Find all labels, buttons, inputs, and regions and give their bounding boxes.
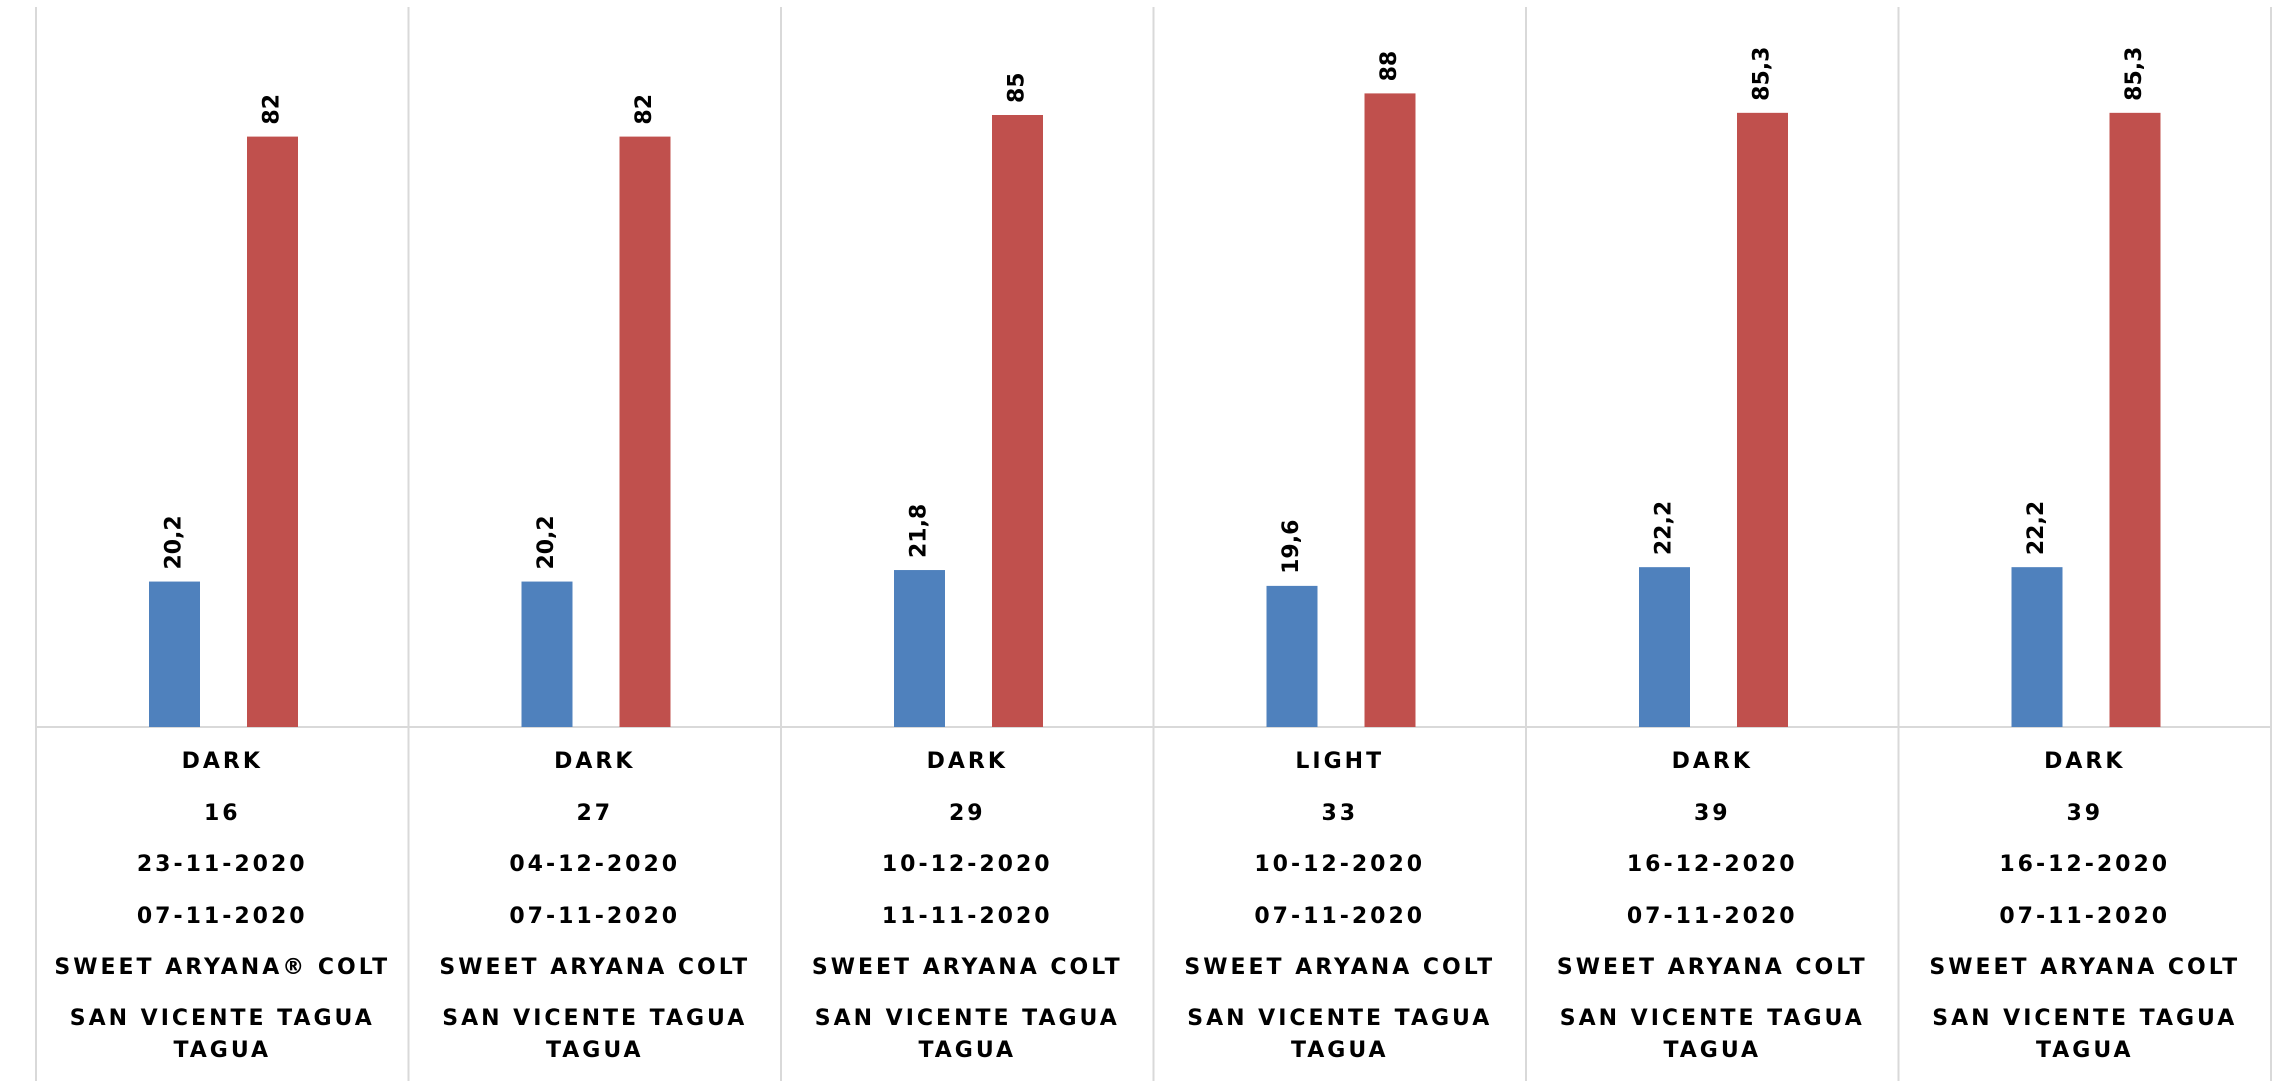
category-label: 16-12-2020 [1626,852,1798,877]
category-label: SAN VICENTE TAGUA TAGUA [1932,1006,2238,1063]
value-label: 82 [632,94,657,125]
category-label: 39 [2066,801,2104,826]
bar [2011,567,2063,727]
bar [2109,112,2161,728]
category-label: 16 [203,801,241,826]
category-label: SWEET ARYANA COLT [1184,955,1496,980]
category-label: SWEET ARYANA COLT [1929,955,2241,980]
category-label: 16-12-2020 [1999,852,2171,877]
category-label: LIGHT [1295,749,1385,774]
value-label: 82 [260,94,285,125]
category-label: SAN VICENTE TAGUA TAGUA [1559,1006,1865,1063]
category-label: DARK [2044,749,2126,774]
category-label: 07-11-2020 [1626,904,1798,929]
category-label: DARK [926,749,1008,774]
category-label: SAN VICENTE TAGUA TAGUA [1187,1006,1493,1063]
value-label: 20,2 [162,515,187,569]
category-label: 33 [1321,801,1359,826]
category-label: SWEET ARYANA COLT [1556,955,1868,980]
bar [619,136,671,728]
category-label: SAN VICENTE TAGUA TAGUA [69,1006,375,1063]
category-label: 27 [576,801,614,826]
category-label: SWEET ARYANA COLT [811,955,1123,980]
value-label: 19,6 [1279,520,1304,574]
value-label: 85,3 [1750,47,1775,101]
bar [1737,112,1788,728]
category-label: 04-12-2020 [509,852,681,877]
category-label: 39 [1693,801,1731,826]
value-label: 85,3 [2122,47,2147,101]
value-label: 22,2 [2024,501,2049,555]
category-label: SAN VICENTE TAGUA TAGUA [814,1006,1120,1063]
category-label: DARK [181,749,263,774]
bar [247,136,298,728]
bar [521,581,573,727]
value-label: 22,2 [1652,501,1677,555]
value-label: 85 [1005,72,1030,103]
category-label: 11-11-2020 [881,904,1053,929]
category-label: 29 [948,801,986,826]
bar [894,570,945,727]
bar [992,115,1043,727]
bar [1266,585,1318,727]
category-label: 07-11-2020 [509,904,681,929]
category-label: SAN VICENTE TAGUA TAGUA [442,1006,748,1063]
value-label: 20,2 [534,515,559,569]
category-label: 07-11-2020 [1999,904,2171,929]
category-label: 07-11-2020 [136,904,308,929]
bar [149,581,200,727]
value-label: 21,8 [907,504,932,558]
category-label: DARK [554,749,636,774]
category-label: SWEET ARYANA® COLT [54,955,391,980]
category-label: SWEET ARYANA COLT [439,955,751,980]
category-label: 23-11-2020 [136,852,308,877]
bar [1639,567,1690,727]
category-label: 10-12-2020 [1254,852,1426,877]
category-label: DARK [1671,749,1753,774]
category-label: 10-12-2020 [881,852,1053,877]
bar [1364,93,1416,727]
value-label: 88 [1377,51,1402,82]
category-label: 07-11-2020 [1254,904,1426,929]
